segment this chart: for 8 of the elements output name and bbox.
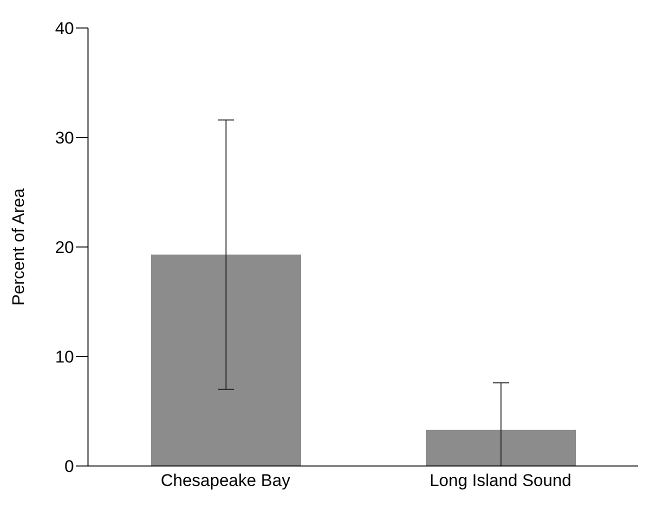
y-tick-label: 40 [55, 19, 74, 38]
y-axis-title: Percent of Area [9, 188, 28, 306]
x-tick-label: Long Island Sound [430, 471, 572, 490]
y-tick-label: 30 [55, 128, 74, 148]
y-tick-label: 0 [64, 457, 74, 476]
x-tick-label: Chesapeake Bay [160, 471, 291, 490]
y-tick-label: 10 [55, 348, 74, 367]
y-tick-label: 20 [55, 238, 74, 258]
